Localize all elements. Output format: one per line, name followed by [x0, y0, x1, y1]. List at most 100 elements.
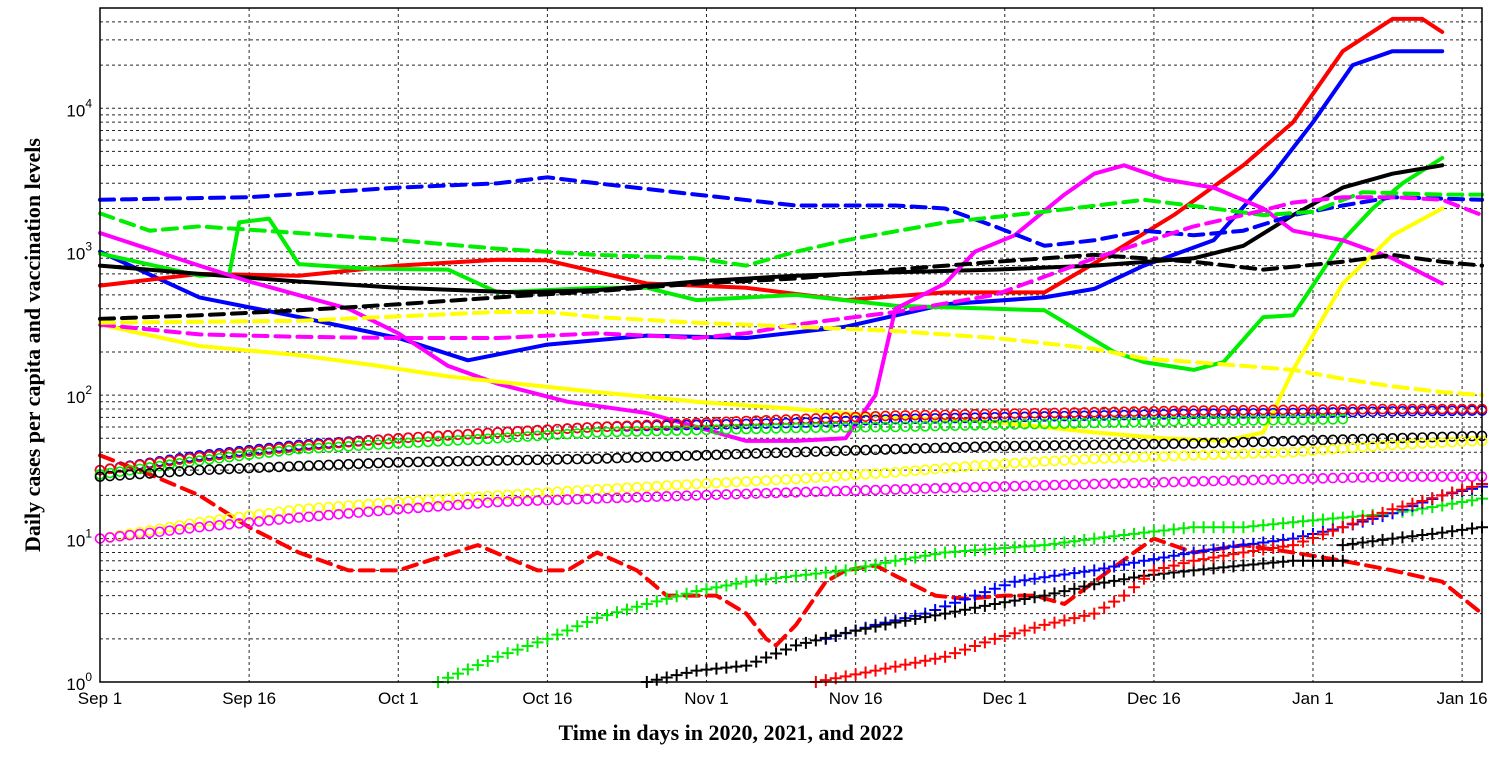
- data-point: [1208, 405, 1219, 416]
- data-point: [134, 463, 146, 475]
- data-point: [880, 467, 891, 479]
- data-point: [134, 528, 146, 540]
- data-point: [1078, 580, 1091, 593]
- data-point: [731, 476, 742, 488]
- data-point: [711, 489, 722, 501]
- data-point: [1188, 450, 1199, 461]
- data-point: [1137, 572, 1150, 585]
- data-point: [1417, 403, 1428, 415]
- data-point: [681, 425, 692, 436]
- data-point: [552, 423, 563, 435]
- data-point: [462, 455, 474, 467]
- data-point: [412, 456, 424, 468]
- data-point: [542, 494, 553, 506]
- data-point: [383, 438, 394, 450]
- data-point: [840, 422, 851, 433]
- data-point: [800, 417, 812, 428]
- data-point: [929, 483, 941, 494]
- data-point: [750, 415, 762, 426]
- data-point: [1367, 403, 1378, 415]
- data-point: [770, 423, 782, 434]
- data-point: [720, 579, 733, 592]
- data-point: [1267, 414, 1279, 426]
- data-point: [909, 483, 921, 495]
- data-point: [1416, 494, 1429, 507]
- data-point: [819, 674, 832, 687]
- series-line: [98, 163, 1445, 295]
- data-point: [1147, 564, 1160, 577]
- data-point: [1297, 407, 1309, 419]
- data-point: [701, 417, 712, 428]
- data-point: [1088, 453, 1100, 465]
- data-point: [750, 418, 762, 430]
- data-point: [1397, 403, 1408, 415]
- data-point: [1436, 526, 1449, 539]
- data-point: [1088, 607, 1101, 620]
- data-point: [542, 430, 553, 441]
- data-point: [909, 656, 922, 669]
- data-point: [611, 492, 623, 504]
- data-point: [671, 450, 682, 462]
- data-point: [1198, 475, 1209, 487]
- data-point: [492, 427, 503, 438]
- data-point: [661, 418, 673, 430]
- data-point: [561, 624, 574, 637]
- data-point: [1197, 553, 1210, 566]
- data-point: [1168, 438, 1180, 450]
- x-tick-label: Nov 16: [829, 689, 883, 708]
- data-point: [442, 493, 454, 504]
- data-point: [820, 486, 832, 497]
- data-point: [1148, 405, 1160, 417]
- data-point: [850, 415, 861, 426]
- data-point: [462, 434, 474, 446]
- data-point: [909, 413, 921, 425]
- data-point: [740, 659, 753, 672]
- data-point: [512, 425, 523, 437]
- data-point: [621, 420, 633, 432]
- data-point: [1069, 479, 1080, 490]
- data-point: [1228, 448, 1239, 460]
- data-point: [640, 597, 653, 610]
- data-point: [1177, 557, 1190, 570]
- data-point: [780, 422, 792, 434]
- data-point: [1406, 497, 1419, 510]
- data-point: [1147, 553, 1160, 566]
- data-point: [502, 432, 513, 444]
- data-point: [1068, 535, 1081, 548]
- data-point: [1118, 452, 1130, 464]
- data-point: [204, 454, 215, 465]
- data-point: [492, 433, 503, 444]
- data-point: [770, 474, 782, 486]
- data-point: [164, 455, 175, 467]
- data-point: [870, 411, 881, 422]
- data-point: [988, 582, 1001, 595]
- data-point: [849, 624, 862, 637]
- data-point: [711, 449, 722, 461]
- data-point: [661, 451, 673, 462]
- data-point: [850, 422, 861, 433]
- data-point: [571, 493, 583, 505]
- data-point: [721, 424, 732, 435]
- data-point: [1198, 449, 1209, 461]
- data-point: [373, 457, 384, 469]
- data-point: [740, 448, 752, 460]
- data-point: [1028, 591, 1041, 604]
- data-point: [1018, 592, 1031, 605]
- data-point: [1376, 506, 1389, 519]
- data-point: [810, 486, 822, 498]
- data-point: [1426, 471, 1438, 482]
- data-point: [949, 462, 961, 473]
- data-point: [1158, 416, 1170, 427]
- data-point: [1367, 441, 1378, 452]
- data-point: [681, 418, 692, 429]
- data-point: [1168, 408, 1180, 420]
- data-point: [969, 408, 981, 420]
- data-point: [214, 514, 225, 525]
- data-point: [214, 464, 225, 475]
- data-point: [531, 636, 544, 649]
- data-point: [124, 469, 136, 481]
- data-point: [780, 417, 792, 429]
- data-point: [1326, 524, 1339, 537]
- data-point: [650, 595, 663, 608]
- data-point: [1108, 417, 1120, 428]
